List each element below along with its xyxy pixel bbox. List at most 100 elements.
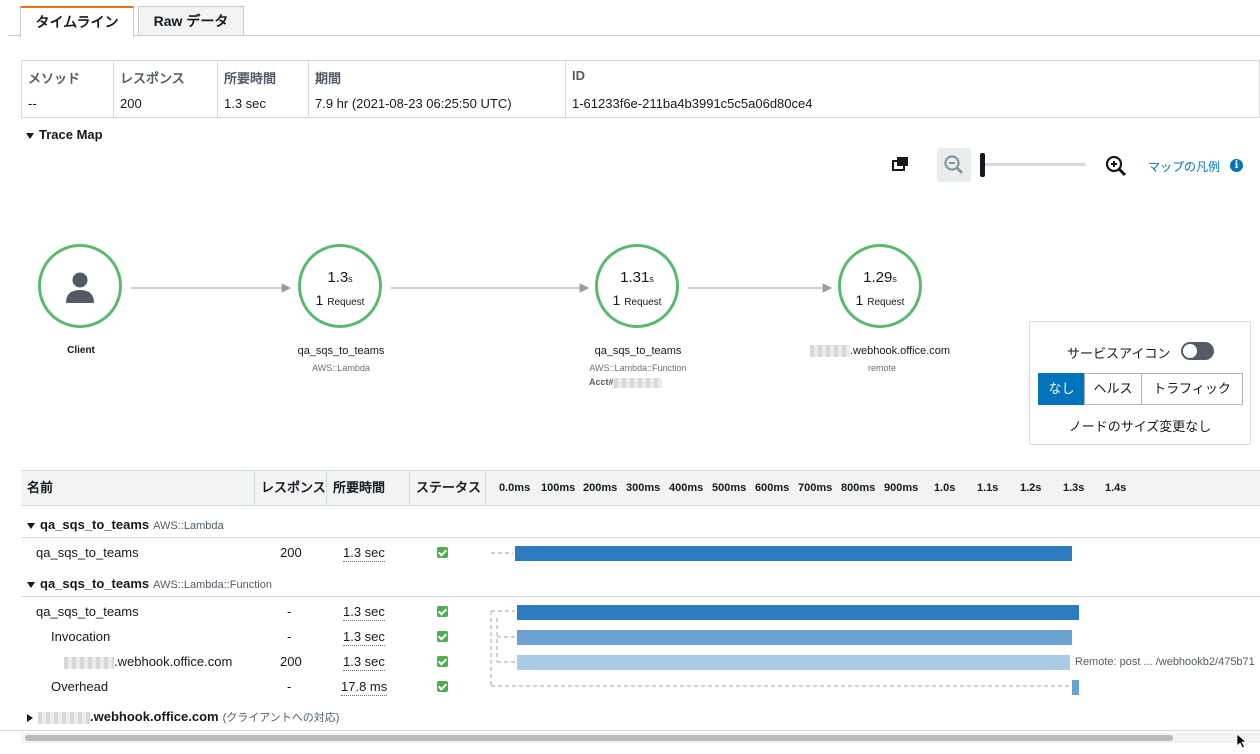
col-status[interactable]: ステータス: [410, 471, 486, 505]
table-row[interactable]: qa_sqs_to_teams 200 1.3 sec: [21, 541, 1260, 565]
segment-traffic[interactable]: トラフィック: [1141, 373, 1243, 405]
node-remote[interactable]: 1.29s 1 Request: [838, 244, 922, 328]
redacted-host: [810, 345, 850, 358]
summary-header-duration: 所要時間: [224, 71, 277, 86]
timeline-tick: 300ms: [626, 482, 661, 494]
trace-map-toggle[interactable]: Trace Map: [26, 127, 103, 142]
summary-header-id: ID: [572, 68, 585, 83]
col-duration[interactable]: 所要時間: [327, 471, 410, 505]
segment-health[interactable]: ヘルス: [1084, 373, 1142, 405]
group-webhook-name: .webhook.office.com: [90, 709, 219, 724]
timeline-tick: 0.0ms: [499, 482, 531, 494]
scrollbar-thumb[interactable]: [25, 735, 1173, 741]
row-response: -: [287, 629, 292, 644]
summary-header-response: レスポンス: [120, 71, 185, 86]
row-duration: 1.3 sec: [343, 629, 385, 646]
summary-header-method: メソッド: [28, 71, 81, 86]
row-name: qa_sqs_to_teams: [36, 604, 139, 619]
service-icon-label: サービスアイコン: [1067, 346, 1171, 361]
row-name: Overhead: [51, 679, 109, 694]
caret-down-icon: [27, 581, 35, 588]
row-duration: 17.8 ms: [341, 679, 388, 696]
node-function-count: 1: [612, 292, 621, 308]
redacted-host: [64, 656, 114, 669]
timeline-tick: 800ms: [841, 482, 876, 494]
timeline-tick: 700ms: [798, 482, 833, 494]
group-function-type: AWS::Lambda::Function: [153, 579, 272, 591]
bottom-divider: [0, 730, 1260, 731]
row-response: 200: [280, 654, 302, 669]
fit-screen-icon[interactable]: [892, 156, 910, 172]
timeline-tick: 600ms: [755, 482, 790, 494]
group-lambda-name: qa_sqs_to_teams: [40, 517, 150, 532]
info-icon[interactable]: i: [1230, 159, 1243, 172]
row-remote-note: Remote: post ... /webhookb2/475b71: [1075, 656, 1255, 668]
table-row[interactable]: .webhook.office.com 200 1.3 sec Remote: …: [21, 650, 1260, 674]
summary-value-period: 7.9 hr (2021-08-23 06:25:50 UTC): [315, 96, 512, 111]
row-response: 200: [280, 545, 302, 560]
status-ok-icon: [437, 681, 448, 692]
col-name[interactable]: 名前: [21, 471, 255, 505]
timeline-tick: 1.4s: [1105, 482, 1127, 494]
status-ok-icon: [437, 656, 448, 667]
col-response[interactable]: レスポンス: [255, 471, 327, 505]
summary-header-period: 期間: [315, 71, 342, 86]
horizontal-scrollbar[interactable]: [21, 733, 1260, 743]
map-legend-link[interactable]: マップの凡例: [1148, 158, 1220, 175]
zoom-slider-handle[interactable]: [980, 153, 985, 177]
summary-value-id: 1-61233f6e-211ba4b3991c5c5a06d80ce4: [572, 96, 813, 111]
tab-timeline[interactable]: タイムライン: [20, 6, 134, 37]
node-function-account: Acct#: [589, 377, 662, 388]
summary-value-duration: 1.3 sec: [224, 96, 266, 111]
node-lambda-count-label: Request: [327, 297, 365, 308]
bar-lambda: [515, 546, 1072, 561]
timeline-tick: 400ms: [669, 482, 704, 494]
node-function-unit: s: [649, 274, 654, 284]
node-remote-unit: s: [892, 274, 897, 284]
node-lambda-unit: s: [348, 274, 353, 284]
group-lambda-function[interactable]: qa_sqs_to_teams AWS::Lambda::Function: [21, 571, 1260, 597]
timeline-tick: 1.1s: [977, 482, 999, 494]
tab-divider: [8, 35, 1260, 36]
tab-raw-data[interactable]: Raw データ: [138, 6, 244, 35]
node-lambda[interactable]: 1.3s 1 Request: [298, 244, 382, 328]
table-row[interactable]: Overhead - 17.8 ms: [21, 675, 1260, 699]
row-duration: 1.3 sec: [343, 604, 385, 621]
service-icon-toggle[interactable]: [1181, 342, 1214, 360]
node-lambda-function[interactable]: 1.31s 1 Request: [595, 244, 679, 328]
row-name: qa_sqs_to_teams: [36, 545, 139, 560]
node-client[interactable]: [38, 244, 122, 328]
node-function-count-label: Request: [624, 297, 662, 308]
bar-function: [517, 605, 1079, 620]
row-duration: 1.3 sec: [343, 545, 385, 562]
row-response: -: [287, 679, 292, 694]
row-duration: 1.3 sec: [343, 654, 385, 671]
zoom-in-button[interactable]: [1104, 154, 1128, 178]
table-row[interactable]: Invocation - 1.3 sec: [21, 625, 1260, 649]
node-resize-label: ノードのサイズ変更なし: [1068, 419, 1212, 434]
node-lambda-label: qa_sqs_to_teams: [297, 345, 385, 357]
segment-none[interactable]: なし: [1038, 373, 1085, 405]
zoom-out-button[interactable]: [937, 148, 971, 182]
trace-map-title: Trace Map: [39, 127, 103, 142]
timeline-tick: 200ms: [583, 482, 618, 494]
zoom-slider[interactable]: [982, 163, 1086, 166]
user-icon: [66, 272, 94, 303]
table-row[interactable]: qa_sqs_to_teams - 1.3 sec: [21, 600, 1260, 624]
node-remote-label: .webhook.office.com: [810, 345, 950, 358]
node-remote-count-label: Request: [867, 297, 905, 308]
row-name: .webhook.office.com: [64, 650, 232, 674]
node-remote-time: 1.29: [863, 269, 893, 286]
row-name: Invocation: [51, 629, 111, 644]
node-remote-count: 1: [855, 292, 864, 308]
timeline-tick: 500ms: [712, 482, 747, 494]
summary-value-response: 200: [120, 96, 142, 111]
node-client-label: Client: [67, 345, 95, 356]
group-lambda[interactable]: qa_sqs_to_teams AWS::Lambda: [21, 512, 1260, 538]
group-webhook[interactable]: .webhook.office.com (クライアントへの対応): [21, 704, 1260, 730]
group-webhook-type: (クライアントへの対応): [222, 712, 340, 724]
bar-invocation: [517, 630, 1072, 645]
trace-map-edges: [131, 283, 833, 293]
redacted-account: [613, 377, 662, 388]
